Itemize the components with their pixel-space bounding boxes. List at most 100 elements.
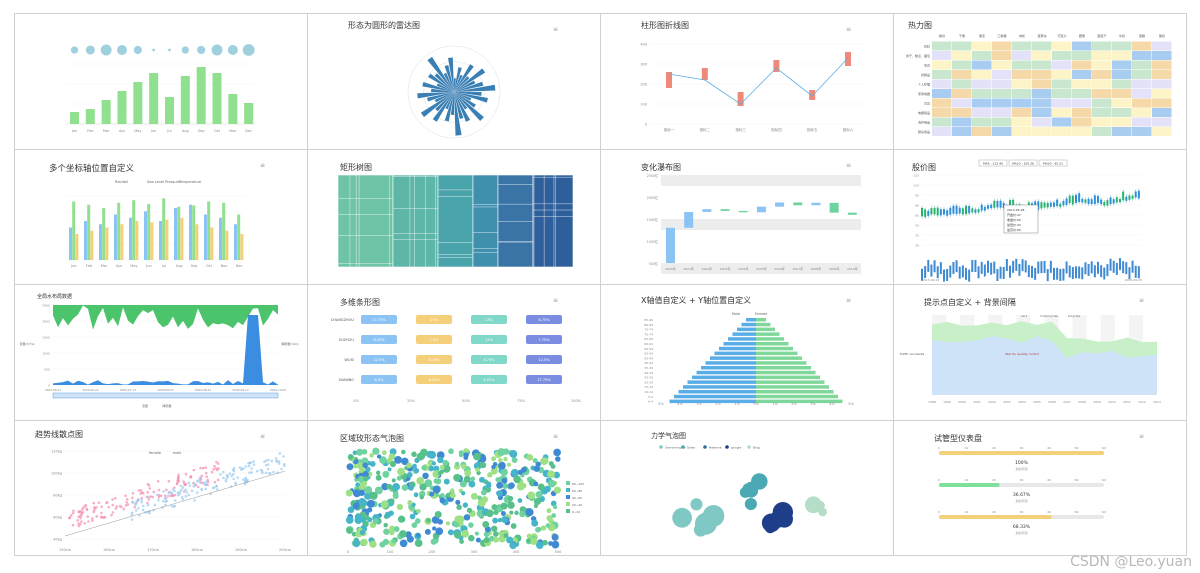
scatter-point [250,470,253,474]
menu-icon[interactable]: ≡ [552,26,558,33]
heat-cell [1152,98,1172,108]
y-tick-label: 25-29 [644,376,653,380]
bar [234,223,237,260]
bubble [545,522,551,528]
bubble [485,508,494,517]
bubble [507,500,515,509]
x-tick-label: 指标四 [771,127,782,132]
y-tick-label: 80 [915,203,919,207]
bubble [355,481,360,487]
slice [454,80,476,92]
candle [1112,198,1115,203]
y-axis-label-right: 降雨量(mm) [281,341,298,346]
x-tick-label: 2013-02-01 [922,278,940,282]
bubble [454,515,462,523]
scatter-point [217,466,220,470]
y-tick-label: 2000 [42,320,50,324]
volume-bar [965,267,967,280]
legend-swatch [659,444,663,449]
col-header: 蛋糕 [1139,33,1145,38]
menu-icon[interactable]: ≡ [552,432,558,440]
heat-cell [1132,98,1152,108]
panel-title: 力学气泡图 [651,431,686,440]
bar [526,375,562,384]
candle [983,206,986,211]
scatter-point [192,468,196,471]
waterfall-bar [811,202,821,205]
bar [361,335,397,344]
scatter-point [169,494,172,497]
bubble [361,448,368,455]
tube-fill [939,450,1104,455]
bubble [546,507,552,513]
row-header: 电器用品 [918,110,930,115]
x-tick-label: 指标五 [807,127,818,132]
bubble [424,478,433,487]
x-tick-label: 2009-09-14 [232,388,248,392]
bubble [437,518,443,525]
bar [177,206,181,260]
legend-swatch [566,487,570,492]
band [661,262,861,274]
menu-icon[interactable]: ≡ [1138,297,1144,304]
scatter-point [80,519,83,523]
volume-bar [1059,268,1062,281]
waterfall-bar [684,211,694,228]
bubble [506,462,512,467]
bubble [437,456,444,463]
x-tick-label: 400 [513,550,520,554]
menu-icon[interactable]: ≡ [845,297,851,304]
volume-bar [1112,260,1115,273]
tick-label: 30 [1020,446,1024,450]
bubble [392,482,400,491]
heat-cell [1072,89,1092,98]
bubble [391,538,397,544]
heat-cell [1132,127,1152,136]
ring [423,61,485,123]
bar-male [746,318,756,322]
bar-male [728,337,756,341]
bubble [380,499,389,508]
bubble [389,460,397,467]
heat-cell [1112,89,1132,98]
heat-cell [992,98,1012,108]
slice [454,92,488,103]
bubble [490,467,498,475]
bar-male [687,380,756,384]
scatter-point [86,514,90,518]
x-tick-label: 2009-08-24 [195,388,211,392]
bubble [463,447,469,454]
menu-icon[interactable]: ≡ [845,161,851,169]
bar-female [756,390,834,394]
candle [1056,199,1059,206]
bubble [346,462,354,470]
bar [361,375,397,384]
volume-bar [974,259,977,272]
bar [416,335,452,344]
menu-icon[interactable]: ≡ [259,432,265,440]
bar [150,221,154,260]
panel-radar: 形态为圆形的雷达图 ≡ [308,14,601,150]
x-tick-label: 1% [772,402,778,406]
scatter-point [240,467,243,471]
menu-icon[interactable]: ≡ [845,26,851,33]
menu-icon[interactable]: ≡ [259,161,265,169]
band [661,240,861,252]
bar-label: 11% [485,338,493,342]
scatter-point [120,505,123,508]
scatter-point [216,478,220,481]
bar [135,220,139,260]
menu-icon[interactable]: ≡ [552,297,558,304]
menu-icon[interactable]: ≡ [1138,432,1144,440]
panel-pyramid: X轴值自定义 + Y轴位置自定义 ≡ Male Female 85-90 80-84 75-… [601,285,894,421]
heat-cell [1052,117,1072,127]
bubble [414,538,423,547]
bar [133,82,143,124]
tooltip-line: 最高价:69 [1007,227,1021,232]
bubble [533,481,539,486]
scatter-point [137,498,140,501]
candle [971,207,974,212]
gauge-value: 68.33% [1013,524,1031,530]
candle [1115,196,1118,203]
heat-cell [1112,51,1132,60]
